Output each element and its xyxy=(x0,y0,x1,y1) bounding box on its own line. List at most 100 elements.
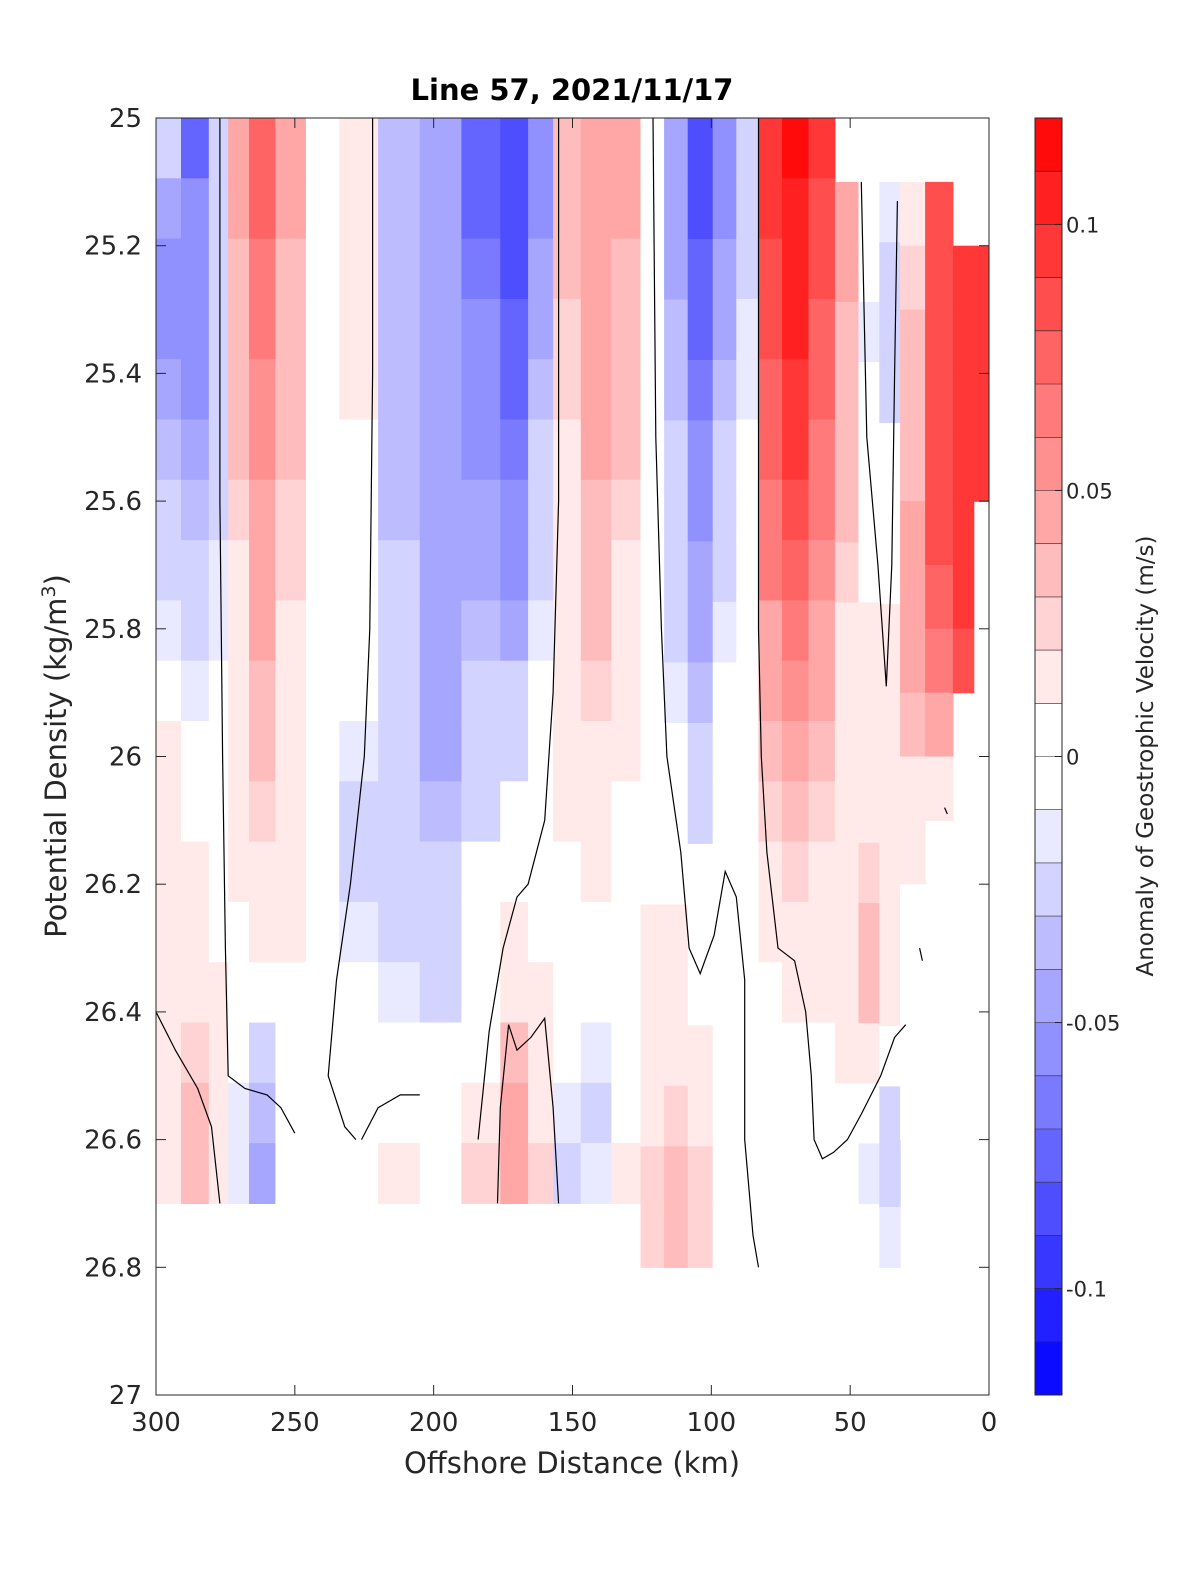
zero-contour-lines xyxy=(156,118,948,1268)
heatmap-cell xyxy=(758,238,783,300)
heatmap-cell xyxy=(339,841,379,903)
y-tick-label: 26.6 xyxy=(84,1126,142,1156)
heatmap-cell xyxy=(640,1025,665,1087)
heatmap-cell xyxy=(528,238,554,300)
heatmap-cell xyxy=(664,662,689,724)
colorbar-band xyxy=(1035,862,1062,917)
heatmap-cell xyxy=(758,1022,783,1084)
heatmap-cell xyxy=(305,118,340,179)
heatmap-cell xyxy=(611,721,642,782)
heatmap-cell xyxy=(208,841,229,903)
heatmap-cell xyxy=(834,241,860,303)
heatmap-cell xyxy=(952,373,975,438)
heatmap-cell xyxy=(758,600,783,662)
heatmap-cell xyxy=(305,1143,340,1204)
heatmap-cell xyxy=(228,419,250,481)
heatmap-cell xyxy=(736,298,760,360)
heatmap-cell xyxy=(712,1206,737,1268)
heatmap-cell xyxy=(249,600,276,662)
heatmap-cell xyxy=(712,1025,737,1087)
heatmap-cell xyxy=(419,178,463,240)
heatmap-cell xyxy=(461,660,501,722)
heatmap-cell xyxy=(973,373,989,438)
heatmap-cell xyxy=(808,419,836,481)
heatmap-cell xyxy=(834,422,860,483)
heatmap-cell xyxy=(858,302,880,363)
heatmap-cell xyxy=(461,298,501,360)
heatmap-cell xyxy=(879,181,901,243)
heatmap-cell xyxy=(664,964,689,1026)
heatmap-cell xyxy=(419,118,463,179)
heatmap-cell xyxy=(834,903,860,964)
heatmap-cell xyxy=(156,479,182,541)
heatmap-cell xyxy=(664,541,689,603)
heatmap-cell xyxy=(419,781,463,843)
heatmap-cell xyxy=(208,298,229,360)
heatmap-cell xyxy=(879,1026,901,1087)
heatmap-cell xyxy=(640,1206,665,1268)
heatmap-cell xyxy=(208,178,229,240)
heatmap-cell xyxy=(712,662,737,724)
heatmap-cell xyxy=(858,422,880,483)
heatmap-cell xyxy=(758,660,783,722)
heatmap-cell xyxy=(500,178,529,240)
heatmap-cell xyxy=(181,901,210,963)
heatmap-cell xyxy=(249,1082,276,1144)
heatmap-cell xyxy=(275,238,307,300)
heatmap-cell xyxy=(528,1082,554,1144)
heatmap-cell xyxy=(378,841,421,903)
heatmap-cell xyxy=(879,362,901,424)
y-tick-label: 26.4 xyxy=(84,998,142,1028)
heatmap-cell xyxy=(712,1085,737,1147)
heatmap-cell xyxy=(528,479,554,541)
heatmap-cell xyxy=(952,564,975,630)
heatmap-cell xyxy=(736,721,760,782)
heatmap-cell xyxy=(611,419,642,481)
heatmap-cell xyxy=(305,901,340,963)
heatmap-cell xyxy=(712,360,737,422)
heatmap-cell xyxy=(156,962,182,1024)
heatmap-cell xyxy=(305,1082,340,1144)
heatmap-cell xyxy=(228,841,250,903)
heatmap-cell xyxy=(500,962,529,1024)
heatmap-cell xyxy=(611,781,642,843)
heatmap-cell xyxy=(553,660,582,722)
heatmap-cell xyxy=(419,841,463,903)
heatmap-cell xyxy=(808,901,836,963)
heatmap-cell xyxy=(553,600,582,662)
heatmap-cell xyxy=(500,660,529,722)
heatmap-cell xyxy=(782,178,810,240)
colorbar-tick-label: -0.05 xyxy=(1066,1012,1120,1036)
heatmap-cell xyxy=(228,781,250,843)
heatmap-cell xyxy=(419,962,463,1024)
heatmap-cell xyxy=(553,901,582,963)
heatmap-cell xyxy=(528,359,554,421)
heatmap-cell xyxy=(339,1082,379,1144)
zero-contour-line xyxy=(919,947,923,961)
heatmap-cell xyxy=(782,901,810,963)
heatmap-cell xyxy=(580,540,612,601)
heatmap-cell xyxy=(228,901,250,963)
heatmap-cell xyxy=(181,1022,210,1084)
heatmap-cell xyxy=(808,962,836,1024)
heatmap-cell xyxy=(687,662,714,724)
heatmap-cell xyxy=(712,964,737,1026)
heatmap-cell xyxy=(228,600,250,662)
colorbar xyxy=(1035,118,1062,1396)
heatmap-cell xyxy=(900,884,926,949)
heatmap-cell xyxy=(664,722,689,784)
heatmap-cell xyxy=(925,692,954,758)
heatmap-cell xyxy=(461,419,501,481)
heatmap-cell xyxy=(879,905,901,967)
heatmap-cell xyxy=(640,722,665,784)
heatmap-cell xyxy=(736,479,760,541)
heatmap-cell xyxy=(758,298,783,360)
heatmap-cell xyxy=(808,1022,836,1084)
heatmap-cell xyxy=(181,359,210,421)
heatmap-cell xyxy=(736,1022,760,1084)
heatmap-cell xyxy=(378,238,421,300)
colorbar-label: Anomaly of Geostrophic Velocity (m/s) xyxy=(1133,536,1159,977)
heatmap-cell xyxy=(879,845,901,907)
heatmap-cell xyxy=(712,239,737,301)
heatmap-cell xyxy=(687,783,714,845)
